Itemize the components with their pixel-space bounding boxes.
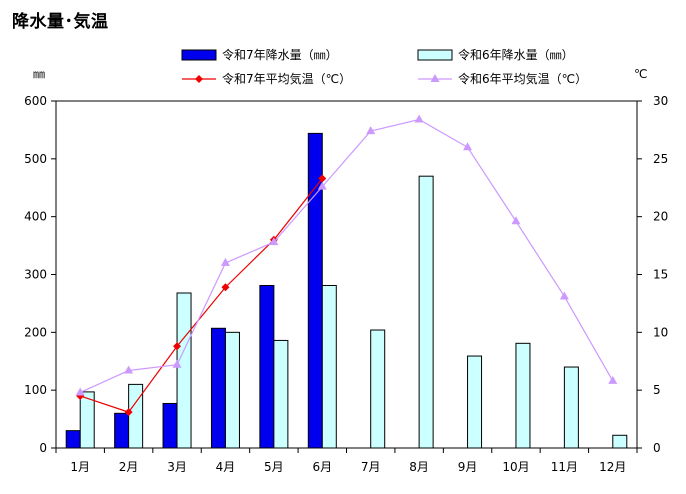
right-axis-tick-label: 20 [653, 210, 668, 224]
right-axis-unit: ℃ [634, 67, 647, 81]
bar-r6-precip [321, 284, 337, 449]
left-axis-tick-label: 500 [24, 152, 47, 166]
left-axis-tick-label: 600 [24, 94, 47, 108]
bar-r6-precip [128, 383, 144, 449]
point-r6-temp [75, 387, 85, 396]
legend-label: 令和6年降水量（㎜） [458, 47, 574, 62]
x-axis-tick-label: 8月 [409, 460, 429, 474]
x-axis-tick-label: 1月 [70, 460, 90, 474]
right-axis-tick-label: 5 [653, 383, 661, 397]
bar-r7-precip [210, 327, 226, 449]
point-r6-temp [124, 365, 134, 374]
bar-r6-precip [515, 342, 531, 449]
left-axis-tick-label: 0 [39, 441, 47, 455]
legend: 令和7年降水量（㎜） 令和6年降水量（㎜） 令和7年平均気温（℃） 令和6年平均気温（… [181, 47, 587, 86]
bar-r6-precip [273, 339, 289, 449]
legend-swatch [181, 49, 217, 61]
legend-item: 令和6年降水量（㎜） [417, 47, 574, 62]
bar-r6-precip [370, 329, 386, 449]
bar-r6-precip [467, 355, 483, 449]
point-r7-temp [318, 174, 327, 183]
point-r7-temp [124, 408, 133, 417]
legend-marker [195, 75, 203, 83]
point-r6-temp [172, 359, 182, 368]
x-axis-tick-label: 10月 [502, 460, 529, 474]
right-axis-tick-label: 15 [653, 268, 668, 282]
point-r6-temp [366, 126, 376, 135]
bar-r7-precip [259, 284, 275, 449]
bar-r7-precip [65, 430, 81, 449]
right-axis-tick-label: 0 [653, 441, 661, 455]
left-axis-tick-label: 200 [24, 325, 47, 339]
right-axis-tick-label: 25 [653, 152, 668, 166]
x-axis-tick-label: 6月 [312, 460, 332, 474]
point-r6-temp [559, 291, 569, 300]
legend-label: 令和7年平均気温（℃） [222, 71, 351, 86]
x-axis-tick-label: 7月 [361, 460, 381, 474]
bar-r7-precip [162, 402, 178, 449]
bar-r6-precip [79, 391, 95, 449]
x-axis-tick-label: 5月 [264, 460, 284, 474]
right-axis-tick-label: 10 [653, 325, 668, 339]
left-axis-tick-label: 100 [24, 383, 47, 397]
legend-label: 令和6年平均気温（℃） [458, 71, 587, 86]
bar-r6-precip [418, 175, 434, 449]
plot-area: 0 100 200 300 400 500 600 0 5 10 15 20 25 30 1月 2月 3月 4月 5… [24, 94, 668, 474]
x-axis-tick-label: 2月 [119, 460, 139, 474]
point-r6-temp [511, 216, 521, 225]
left-axis-tick-label: 300 [24, 268, 47, 282]
point-r6-temp [608, 375, 618, 384]
point-r7-temp [221, 283, 230, 292]
bar-r6-precip [176, 292, 192, 449]
point-r6-temp [269, 237, 279, 246]
x-axis-tick-label: 4月 [216, 460, 236, 474]
point-r7-temp [173, 342, 182, 351]
x-axis-tick-label: 11月 [551, 460, 578, 474]
point-r6-temp [220, 257, 230, 266]
legend-swatch [417, 49, 453, 61]
legend-marker [430, 74, 440, 82]
bar-r6-precip [224, 331, 240, 449]
x-axis-tick-label: 12月 [599, 460, 626, 474]
bar-r7-precip [114, 412, 130, 449]
legend-item: 令和7年平均気温（℃） [182, 71, 351, 86]
line-r6-temp [79, 118, 614, 394]
legend-label: 令和7年降水量（㎜） [222, 47, 338, 62]
x-axis-tick-label: 9月 [458, 460, 478, 474]
right-axis-tick-label: 30 [653, 94, 668, 108]
point-r6-temp [414, 114, 424, 123]
left-axis-tick-label: 400 [24, 210, 47, 224]
line-r7-temp [80, 178, 323, 413]
point-r6-temp [317, 181, 327, 190]
x-axis-tick-label: 3月 [167, 460, 187, 474]
bar-r6-precip [563, 366, 579, 449]
bar-r6-precip [612, 434, 628, 449]
legend-item: 令和7年降水量（㎜） [181, 47, 338, 62]
legend-item: 令和6年平均気温（℃） [418, 71, 587, 86]
point-r6-temp [463, 142, 473, 151]
page-title: 降水量･気温 [12, 12, 109, 32]
left-axis-unit: ㎜ [33, 67, 45, 81]
